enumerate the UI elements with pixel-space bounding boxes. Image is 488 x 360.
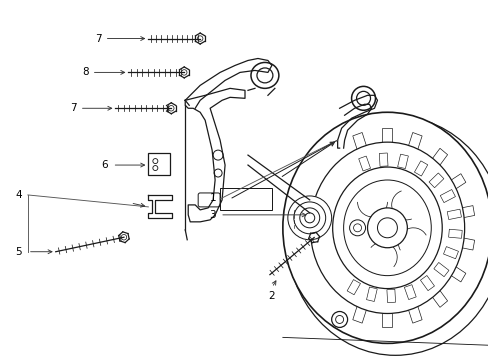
Text: 7: 7 bbox=[95, 33, 144, 44]
Circle shape bbox=[299, 208, 319, 228]
Ellipse shape bbox=[286, 116, 488, 355]
Circle shape bbox=[351, 86, 375, 110]
Circle shape bbox=[349, 220, 365, 236]
Bar bbox=[220, 188, 271, 210]
Bar bbox=[148, 153, 170, 175]
Ellipse shape bbox=[332, 167, 441, 289]
Text: 8: 8 bbox=[82, 67, 124, 77]
Text: 2: 2 bbox=[268, 291, 275, 301]
Circle shape bbox=[331, 311, 347, 328]
Ellipse shape bbox=[309, 142, 464, 314]
Circle shape bbox=[287, 196, 331, 240]
Text: 6: 6 bbox=[101, 160, 108, 170]
Text: 1: 1 bbox=[209, 193, 216, 203]
Circle shape bbox=[293, 202, 325, 234]
Circle shape bbox=[304, 213, 314, 223]
Text: 7: 7 bbox=[70, 103, 111, 113]
Text: 3: 3 bbox=[209, 210, 216, 220]
Text: 4: 4 bbox=[16, 190, 22, 200]
Ellipse shape bbox=[282, 112, 488, 343]
Circle shape bbox=[367, 208, 407, 248]
Text: 5: 5 bbox=[16, 247, 22, 257]
